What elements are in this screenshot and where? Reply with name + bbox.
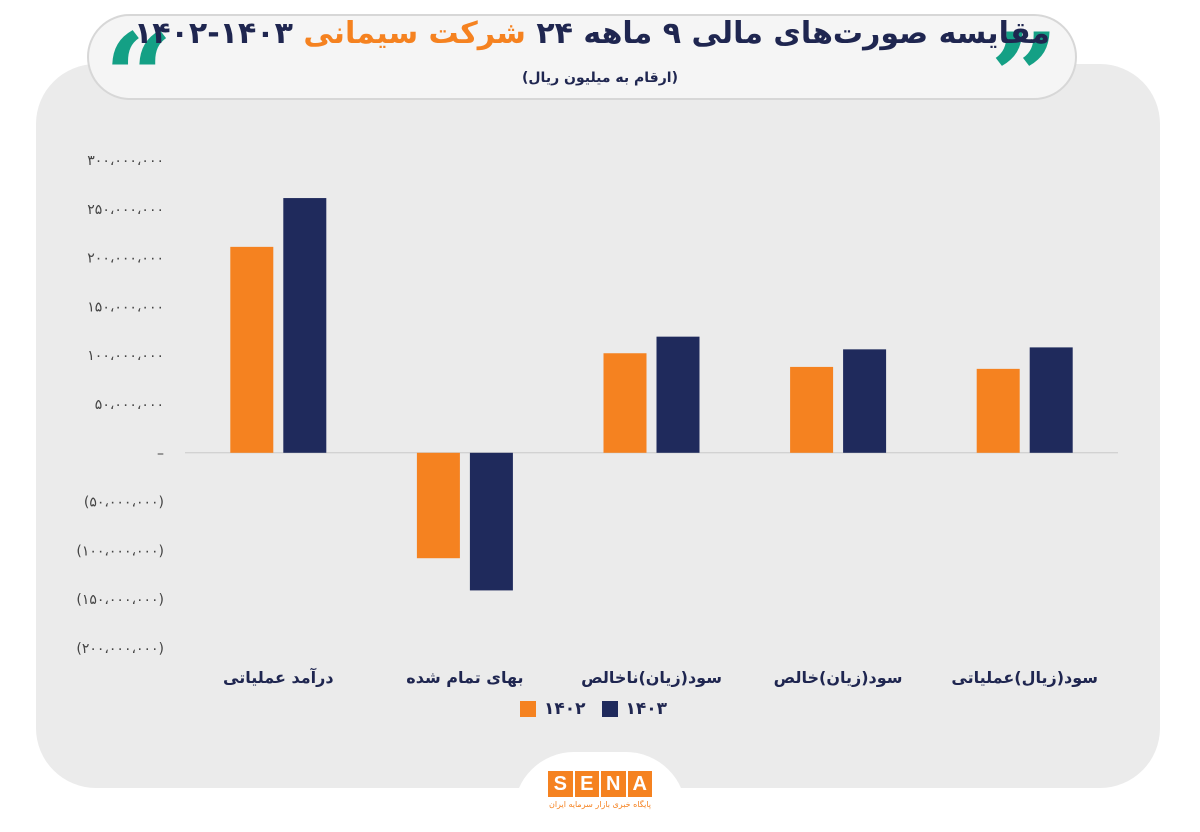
logo-letter-s: S [548, 771, 573, 797]
chart-subtitle: (ارقام به میلیون ریال) [522, 70, 678, 86]
y-tick-label: (۱۵۰،۰۰۰،۰۰۰) [76, 592, 164, 608]
title-part-1: مقایسه صورت‌های مالی ۹ ماهه ۲۴ [525, 16, 1050, 51]
logo-letter-e: E [574, 771, 599, 797]
bar-1402 [603, 353, 647, 453]
legend-item-1402: ۱۴۰۲ [520, 699, 586, 719]
y-tick-label: (۵۰،۰۰۰،۰۰۰) [84, 495, 164, 511]
y-tick-label: ۲۰۰،۰۰۰،۰۰۰ [87, 251, 164, 267]
bar-1402 [976, 368, 1020, 453]
x-category-label: بهای تمام شده [406, 668, 523, 687]
legend-label-1403: ۱۴۰۳ [625, 699, 668, 719]
bar-1403 [469, 452, 513, 591]
x-category-label: سود(زیال)عملیاتی [951, 668, 1098, 687]
logo-letter-a: A [627, 771, 652, 797]
bar-1403 [656, 336, 700, 453]
legend-label-1402: ۱۴۰۲ [544, 699, 586, 719]
title-part-2: ۱۴۰۳-۱۴۰۲ [133, 16, 293, 51]
chart-panel [36, 64, 1160, 788]
logo-tagline: پایگاه خبری بازار سرمایه ایران [548, 800, 652, 809]
chart-title: مقایسه صورت‌های مالی ۹ ماهه ۲۴ شرکت سیما… [134, 16, 1050, 51]
y-tick-label: – [157, 446, 164, 462]
y-tick-label: (۲۰۰،۰۰۰،۰۰۰) [76, 641, 164, 657]
close-quote-icon: ” [990, 18, 1059, 88]
bar-1402 [790, 366, 834, 453]
x-category-label: سود(زیان)ناخالص [581, 668, 722, 687]
y-tick-label: ۵۰،۰۰۰،۰۰۰ [95, 397, 164, 413]
legend-swatch-1402 [520, 701, 536, 717]
bar-1403 [283, 198, 327, 453]
bar-1403 [843, 349, 887, 453]
y-tick-label: ۲۵۰،۰۰۰،۰۰۰ [87, 202, 164, 218]
bar-1403 [1029, 347, 1073, 453]
sena-logo: S E N A [548, 771, 652, 797]
y-tick-label: ۱۰۰،۰۰۰،۰۰۰ [87, 348, 164, 364]
bar-1402 [230, 246, 274, 453]
logo-letter-n: N [601, 771, 626, 797]
bar-1402 [416, 452, 460, 559]
x-category-label: درآمد عملیاتی [223, 667, 334, 687]
legend-swatch-1403 [601, 701, 618, 717]
logo-tab [514, 752, 686, 832]
legend-item-1403: ۱۴۰۳ [601, 699, 668, 719]
legend: ۱۴۰۲ ۱۴۰۳ [520, 698, 667, 720]
x-category-label: سود(زیان)خالص [774, 668, 903, 687]
open-quote-icon: “ [104, 18, 173, 88]
y-tick-label: (۱۰۰،۰۰۰،۰۰۰) [76, 543, 164, 559]
title-banner [87, 14, 1077, 100]
title-accent: شرکت سیمانی [292, 16, 526, 51]
y-tick-label: ۱۵۰،۰۰۰،۰۰۰ [87, 299, 164, 315]
y-tick-label: ۳۰۰،۰۰۰،۰۰۰ [87, 153, 164, 169]
